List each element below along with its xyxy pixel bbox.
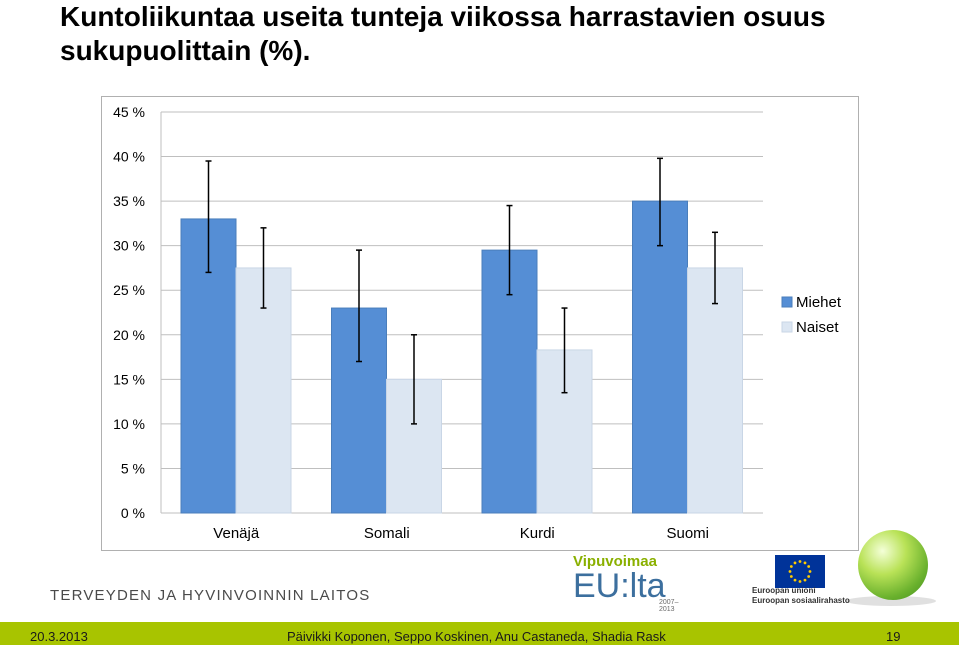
bar-naiset [386, 378, 442, 514]
x-tick-label: Suomi [666, 525, 709, 542]
vipuvoimaa-text: Vipuvoimaa [573, 553, 657, 570]
thl-logo: TERVEYDEN JA HYVINVOINNIN LAITOS [50, 587, 371, 604]
y-tick-label: 30 % [113, 238, 145, 254]
y-tick-label: 5 % [121, 460, 145, 476]
eu-text: Euroopan unioni Euroopan sosiaalirahasto [752, 586, 850, 606]
y-tick-label: 35 % [113, 193, 145, 209]
bar-naiset [687, 267, 743, 514]
page-number: 19 [886, 629, 901, 644]
y-tick-label: 40 % [113, 149, 145, 165]
footer-bar: 20.3.2013 Päivikki Koponen, Seppo Koskin… [0, 622, 959, 645]
eu-star-icon [803, 578, 807, 582]
footer-authors: Päivikki Koponen, Seppo Koskinen, Anu Ca… [287, 629, 666, 644]
years-text: 2007–2013 [659, 599, 679, 613]
eu-star-icon [798, 560, 802, 563]
footer-date: 20.3.2013 [30, 629, 88, 644]
eu-union-text: Euroopan unioni [752, 586, 816, 595]
bar-miehet [632, 200, 688, 514]
eu-star-icon [789, 565, 793, 568]
legend-swatch-naiset [781, 321, 793, 333]
y-tick-label: 0 % [121, 505, 145, 521]
eu-star-icon [793, 578, 797, 582]
vipuvoimaa-logo: Vipuvoimaa EU:lta 2007–2013 [573, 553, 678, 613]
x-tick-label: Somali [364, 525, 410, 542]
x-tick-label: Kurdi [520, 525, 555, 542]
eu-lta-text: EU:lta [573, 567, 666, 605]
eu-star-icon [807, 575, 811, 578]
slide-title: Kuntoliikuntaa useita tunteja viikossa h… [60, 1, 826, 66]
y-tick-label: 20 % [113, 327, 145, 343]
y-tick-label: 10 % [113, 416, 145, 432]
esr-text: Euroopan sosiaalirahasto [752, 596, 850, 605]
eu-star-icon [803, 561, 807, 565]
eu-star-icon [789, 575, 793, 578]
y-tick-label: 45 % [113, 104, 145, 120]
bar-chart: 0 % 5 % 10 % 15 % 20 % 25 % 30 % 35 % 40 % 45 % Ve… [113, 104, 842, 542]
eu-star-icon [798, 580, 802, 583]
eu-star-icon [788, 570, 792, 573]
sphere-shadow [846, 596, 936, 606]
y-tick-label: 15 % [113, 371, 145, 387]
eu-star-icon [807, 565, 811, 568]
eu-flag-icon [775, 555, 825, 588]
legend-label-naiset: Naiset [796, 319, 839, 336]
x-tick-label: Venäjä [213, 525, 260, 542]
legend-swatch-miehet [781, 296, 793, 308]
green-sphere-logo [858, 530, 928, 600]
y-tick-label: 25 % [113, 282, 145, 298]
eu-star-icon [793, 561, 797, 565]
legend-label-miehet: Miehet [796, 294, 842, 311]
eu-star-icon [808, 570, 812, 573]
